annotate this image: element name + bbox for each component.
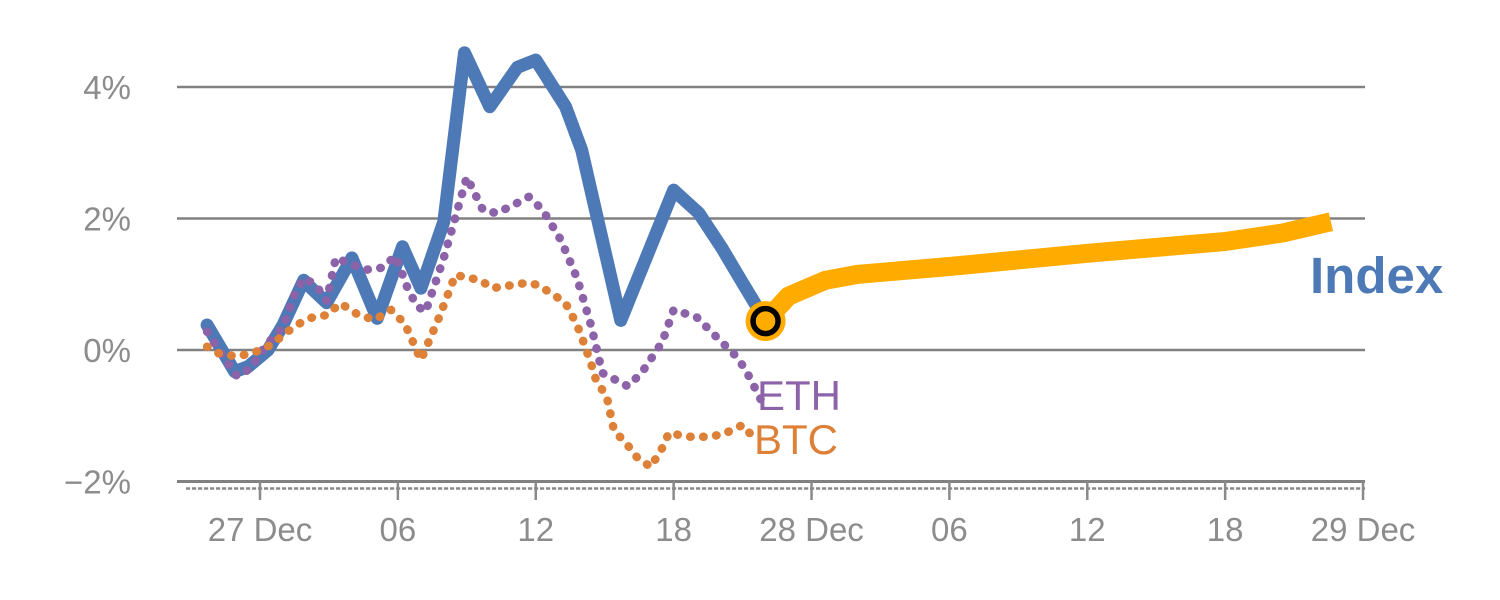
series-line-index	[200, 46, 773, 379]
x-tick-label-8: 29 Dec	[1311, 511, 1416, 548]
series-line-index-projected-	[758, 212, 1334, 328]
series-line-btc	[202, 270, 759, 472]
now-marker	[745, 301, 786, 342]
x-tick-label-1: 06	[380, 511, 417, 548]
x-tick-label-4: 28 Dec	[759, 511, 864, 548]
x-tick-label-7: 18	[1207, 511, 1244, 548]
series-label-btc: BTC	[754, 416, 838, 463]
x-tick-label-6: 12	[1069, 511, 1106, 548]
x-axis: 27 Dec 06 12 18 28 Dec 06 12 18 29 Dec	[186, 481, 1416, 548]
x-tick-label-3: 18	[655, 511, 692, 548]
series-label-eth: ETH	[757, 372, 841, 419]
series-label-index: Index	[1310, 247, 1444, 304]
series-line-eth	[202, 172, 766, 405]
x-tick-label-5: 06	[931, 511, 968, 548]
x-tick-label-0: 27 Dec	[208, 511, 313, 548]
y-tick-label-2pct: 2%	[83, 201, 131, 238]
y-tick-label-0pct: 0%	[83, 332, 131, 369]
y-tick-label-4pct: 4%	[83, 69, 131, 106]
x-tick-label-2: 12	[517, 511, 554, 548]
y-axis-labels: 4% 2% 0% −2%	[64, 69, 131, 501]
series-lines	[200, 46, 1334, 472]
marker-ring	[750, 305, 781, 337]
y-tick-label--2pct: −2%	[64, 464, 131, 501]
gridlines	[177, 85, 1365, 483]
